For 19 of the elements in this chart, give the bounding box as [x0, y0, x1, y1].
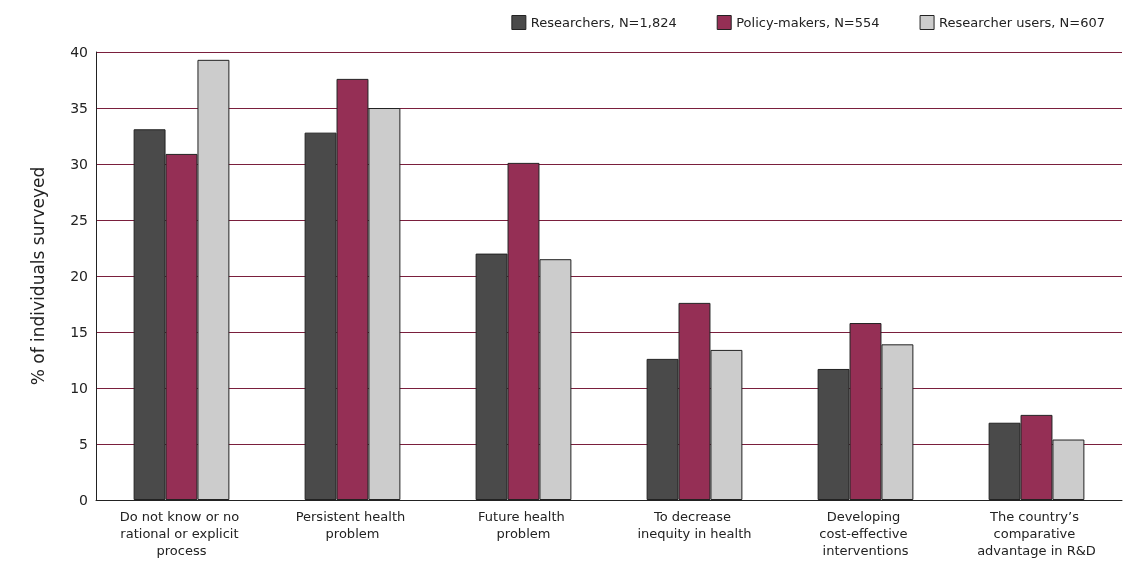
- legend-label: Researcher users, N=607: [939, 15, 1106, 30]
- x-tick-label: Do not know or no rational or explicit process: [119, 509, 244, 558]
- y-tick-label: 30: [70, 156, 88, 172]
- x-tick-label: The country’s comparative advantage in R&D: [977, 509, 1096, 558]
- y-tick-label: 0: [79, 492, 88, 508]
- y-tick-label: 40: [70, 44, 88, 60]
- x-tick-label: To decrease inequity in health: [637, 509, 752, 541]
- x-tick-label: Developing cost-effective interventions: [819, 509, 912, 558]
- x-tick-label: Persistent health problem: [295, 509, 410, 541]
- y-tick-label: 5: [79, 436, 88, 452]
- y-axis-title: % of individuals surveyed: [27, 166, 48, 386]
- y-tick-label: 15: [70, 324, 88, 340]
- y-tick-label: 25: [70, 212, 88, 228]
- legend-label: Policy-makers, N=554: [736, 15, 880, 30]
- legend-label: Researchers, N=1,824: [530, 15, 677, 30]
- y-tick-label: 20: [70, 268, 88, 284]
- x-tick-label: Future health problem: [478, 509, 569, 541]
- y-tick-label: 10: [70, 380, 88, 396]
- y-tick-label: 35: [70, 100, 88, 116]
